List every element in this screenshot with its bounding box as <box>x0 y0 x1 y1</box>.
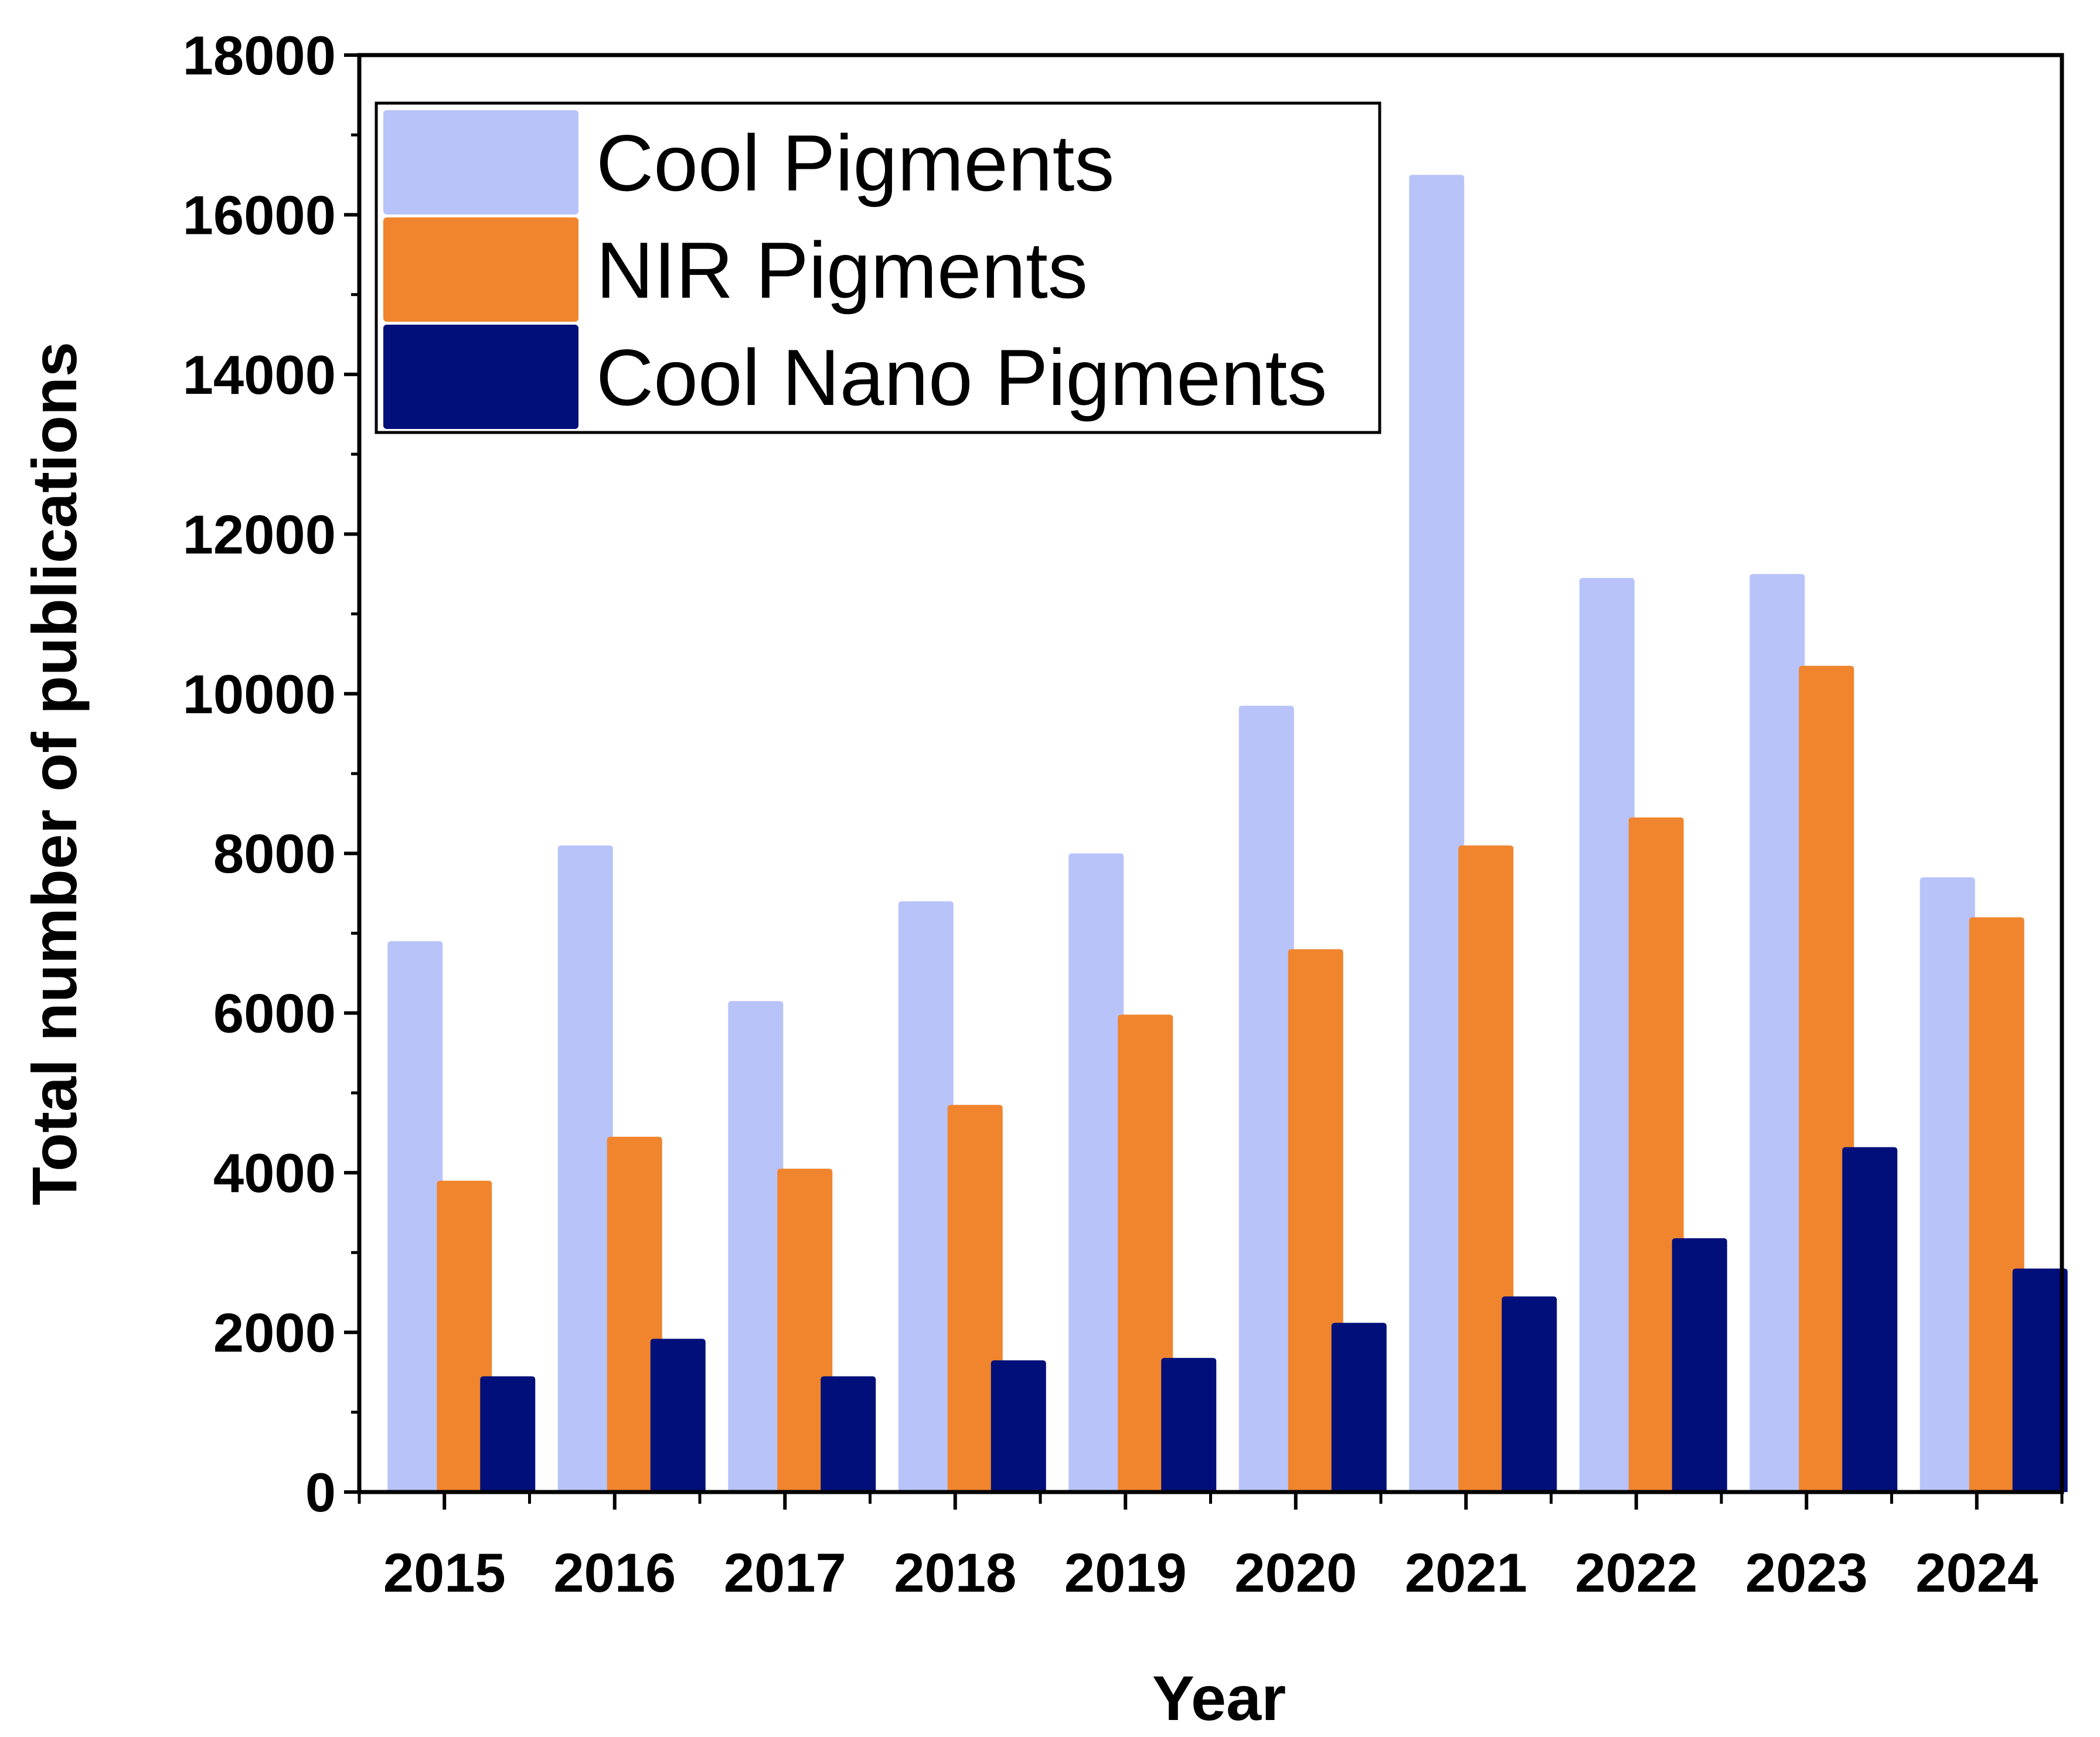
bar-cool-pigments-2015 <box>387 941 443 1492</box>
bars-layer <box>387 175 2068 1493</box>
y-tick-label: 2000 <box>213 1302 336 1364</box>
y-axis-title: Total number of publications <box>19 342 90 1205</box>
bar-cool-nano-pigments-2017 <box>821 1376 876 1492</box>
bar-cool-nano-pigments-2018 <box>991 1360 1046 1492</box>
y-tick-label: 8000 <box>213 823 336 884</box>
y-tick-label: 14000 <box>183 344 336 406</box>
bar-cool-nano-pigments-2023 <box>1842 1147 1898 1492</box>
bar-cool-pigments-2019 <box>1068 853 1124 1492</box>
bar-cool-pigments-2023 <box>1750 574 1805 1492</box>
bar-nir-pigments-2018 <box>947 1105 1003 1492</box>
bar-nir-pigments-2019 <box>1118 1014 1173 1492</box>
y-tick-label: 0 <box>305 1462 336 1523</box>
y-tick-label: 6000 <box>213 983 336 1044</box>
bar-nir-pigments-2021 <box>1458 845 1514 1492</box>
x-tick-label: 2022 <box>1575 1542 1697 1603</box>
legend-swatch-nir-pigments <box>383 217 578 322</box>
bar-cool-nano-pigments-2021 <box>1502 1296 1557 1492</box>
bar-cool-pigments-2018 <box>898 901 954 1492</box>
bar-nir-pigments-2023 <box>1799 666 1854 1492</box>
legend: Cool Pigments NIR Pigments Cool Nano Pigme… <box>375 101 1381 434</box>
x-axis-title: Year <box>1152 1663 1286 1733</box>
bar-nir-pigments-2016 <box>607 1136 662 1492</box>
y-tick-label: 18000 <box>183 25 336 86</box>
y-tick-label: 4000 <box>213 1142 336 1204</box>
bar-nir-pigments-2020 <box>1288 949 1343 1492</box>
bar-cool-nano-pigments-2019 <box>1161 1358 1217 1492</box>
legend-swatch-cool-pigments <box>383 110 578 214</box>
x-tick-label: 2023 <box>1745 1542 1868 1603</box>
x-tick-label: 2017 <box>724 1542 846 1603</box>
x-tick-label: 2019 <box>1064 1542 1187 1603</box>
bar-cool-nano-pigments-2024 <box>2012 1268 2068 1492</box>
bar-nir-pigments-2024 <box>1969 917 2024 1492</box>
bar-cool-nano-pigments-2022 <box>1672 1238 1727 1492</box>
legend-label-cool-nano-pigments: Cool Nano Pigments <box>596 333 1327 422</box>
bar-cool-pigments-2020 <box>1238 706 1294 1492</box>
x-tick-label: 2015 <box>383 1542 506 1603</box>
bar-cool-pigments-2022 <box>1579 578 1635 1492</box>
x-tick-label: 2016 <box>553 1542 676 1603</box>
bar-cool-nano-pigments-2015 <box>480 1376 536 1492</box>
x-tick-label: 2024 <box>1915 1542 2038 1603</box>
bar-nir-pigments-2022 <box>1628 817 1684 1492</box>
x-tick-label: 2018 <box>894 1542 1016 1603</box>
bar-cool-pigments-2017 <box>728 1001 784 1492</box>
bar-nir-pigments-2017 <box>777 1169 833 1492</box>
legend-swatch-cool-nano-pigments <box>383 325 578 429</box>
bar-cool-nano-pigments-2020 <box>1331 1323 1387 1492</box>
legend-label-cool-pigments: Cool Pigments <box>596 118 1114 207</box>
legend-label-nir-pigments: NIR Pigments <box>596 226 1088 315</box>
ticks-layer: 0 2000 4000 6000 8000 10000 12000 14000 16000 180… <box>183 25 2064 1603</box>
y-tick-label: 12000 <box>183 503 336 565</box>
x-tick-label: 2020 <box>1234 1542 1357 1603</box>
x-tick-label: 2021 <box>1405 1542 1527 1603</box>
bar-cool-nano-pigments-2016 <box>650 1338 706 1492</box>
y-tick-label: 10000 <box>183 663 336 725</box>
bar-cool-pigments-2021 <box>1409 175 1465 1493</box>
y-tick-label: 16000 <box>183 184 336 246</box>
bar-cool-pigments-2024 <box>1919 877 1975 1492</box>
bar-nir-pigments-2015 <box>437 1180 492 1492</box>
bar-cool-pigments-2016 <box>557 845 613 1492</box>
